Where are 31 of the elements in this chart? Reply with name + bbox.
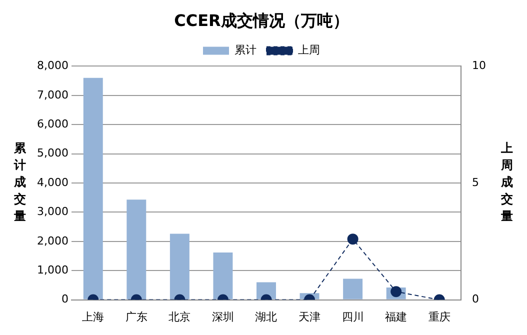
x-tick-label: 北京 [168, 310, 191, 324]
x-tick-label: 四川 [342, 310, 364, 324]
x-tick-label: 深圳 [212, 310, 234, 324]
y-tick-label: 2,000 [36, 234, 68, 248]
y-tick-label: 6,000 [36, 117, 68, 130]
y-tick-label: 0 [61, 292, 68, 306]
y-tick-label: 3,000 [36, 205, 68, 218]
bar [170, 234, 190, 300]
bar [343, 278, 363, 300]
bar [83, 78, 103, 300]
y2-axis-title: 上周成交量 [500, 141, 513, 224]
y-tick-label: 1,000 [36, 263, 68, 276]
x-tick-label: 福建 [385, 310, 408, 324]
y-tick-label: 5,000 [36, 146, 68, 160]
y-tick-label: 7,000 [36, 88, 68, 102]
y2-tick-label: 10 [472, 59, 486, 72]
x-tick-label: 天津 [298, 310, 321, 324]
bar [213, 252, 233, 300]
y2-tick-label: 0 [472, 292, 480, 306]
x-tick-label: 上海 [82, 310, 104, 324]
legend-label: 累计 [234, 44, 256, 57]
x-tick-label: 湖北 [255, 310, 278, 324]
x-tick-label: 广东 [125, 310, 148, 324]
y-tick-label: 4,000 [36, 176, 68, 189]
chart-title: CCER成交情况（万吨） [174, 10, 349, 30]
y-axis-title: 累计成交量 [13, 141, 27, 224]
bar [126, 200, 146, 300]
y2-tick-label: 5 [472, 176, 480, 189]
y-tick-label: 8,000 [36, 59, 68, 72]
x-tick-label: 重庆 [428, 310, 450, 324]
legend-label: 上周 [298, 44, 320, 57]
